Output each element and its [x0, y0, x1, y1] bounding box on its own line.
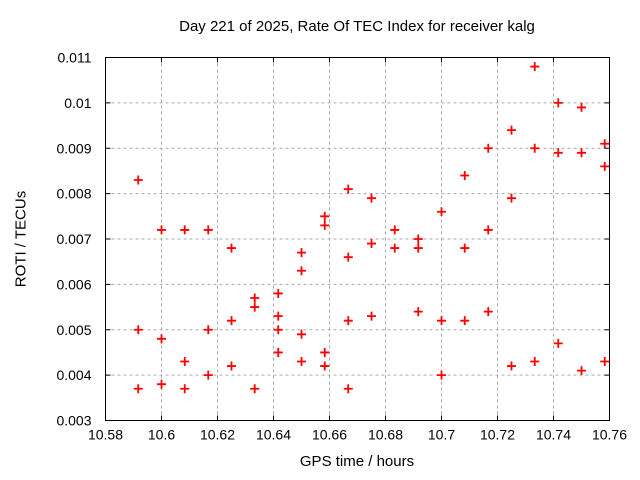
data-point-marker [530, 357, 540, 367]
data-point-marker [600, 357, 610, 367]
y-tick-label: 0.007 [56, 231, 91, 247]
data-point-marker [227, 243, 236, 253]
data-point-marker [180, 384, 190, 394]
data-point-marker [577, 148, 586, 158]
data-point-marker [577, 366, 586, 376]
data-point-marker [343, 384, 353, 394]
y-tick-label: 0.003 [56, 413, 91, 429]
data-point-marker [297, 357, 306, 367]
data-point-marker [297, 248, 306, 258]
data-point-marker [507, 361, 516, 371]
data-point-marker [320, 220, 330, 230]
data-point-marker [553, 148, 563, 158]
data-point-marker [180, 225, 190, 235]
data-point-marker [157, 334, 166, 344]
data-point-marker [133, 325, 143, 335]
y-axis-label: ROTI / TECUs [12, 190, 30, 288]
data-point-marker [483, 307, 493, 317]
y-tick-label: 0.009 [56, 140, 91, 156]
data-point-marker [273, 311, 283, 321]
data-point-marker [133, 384, 143, 394]
data-point-marker [507, 125, 516, 135]
data-point-marker [413, 307, 423, 317]
data-point-marker [600, 139, 610, 149]
x-tick-label: 10.64 [256, 427, 291, 443]
data-point-marker [530, 62, 540, 72]
data-point-marker [180, 357, 190, 367]
data-point-marker [320, 361, 330, 371]
data-point-marker [297, 266, 306, 276]
data-point-marker [413, 234, 423, 244]
x-tick-label: 10.58 [88, 427, 123, 443]
x-tick-label: 10.62 [200, 427, 235, 443]
x-tick-label: 10.68 [368, 427, 403, 443]
data-point-marker [227, 361, 236, 371]
data-point-marker [437, 370, 446, 380]
data-point-marker [250, 302, 260, 312]
data-point-marker [507, 193, 516, 203]
data-point-marker [320, 211, 330, 221]
data-point-marker [297, 329, 306, 339]
y-tick-label: 0.004 [56, 367, 91, 383]
data-point-marker [367, 193, 376, 203]
x-tick-label: 10.72 [480, 427, 515, 443]
data-point-marker [273, 325, 283, 335]
data-point-marker [483, 225, 493, 235]
data-point-marker [273, 347, 283, 357]
data-point-marker [553, 98, 563, 108]
data-point-marker [203, 325, 213, 335]
data-point-marker [203, 225, 213, 235]
x-tick-label: 10.66 [312, 427, 347, 443]
data-point-marker [227, 316, 236, 326]
data-point-marker [437, 316, 446, 326]
data-point-marker [250, 384, 260, 394]
data-point-marker [437, 207, 446, 217]
data-point-marker [600, 161, 610, 171]
x-tick-label: 10.76 [592, 427, 627, 443]
data-point-marker [460, 243, 470, 253]
y-tick-label: 0.011 [58, 50, 92, 66]
data-point-marker [553, 338, 563, 348]
y-tick-label: 0.005 [56, 322, 91, 338]
x-axis-label: GPS time / hours [299, 453, 415, 470]
data-point-marker [133, 175, 143, 185]
chart-title: Day 221 of 2025, Rate Of TEC Index for r… [179, 18, 535, 35]
data-point-marker [367, 239, 376, 249]
data-point-marker [460, 316, 470, 326]
y-tick-label: 0.008 [56, 186, 91, 202]
data-point-marker [343, 184, 353, 194]
data-point-marker [483, 143, 493, 153]
data-point-marker [250, 293, 260, 303]
data-point-marker [577, 102, 586, 112]
data-point-marker [390, 243, 400, 253]
data-point-marker [273, 288, 283, 298]
data-point-marker [530, 143, 540, 153]
data-point-marker [390, 225, 400, 235]
data-point-marker [413, 243, 423, 253]
data-point-marker [157, 225, 166, 235]
data-point-marker [460, 170, 470, 180]
x-tick-label: 10.6 [148, 427, 175, 443]
data-point-marker [367, 311, 376, 321]
data-point-marker [203, 370, 213, 380]
data-point-marker [157, 379, 166, 389]
y-tick-label: 0.006 [56, 276, 91, 292]
data-point-marker [320, 347, 330, 357]
y-tick-label: 0.01 [64, 95, 91, 111]
data-point-marker [343, 316, 353, 326]
data-point-marker [343, 252, 353, 262]
x-tick-label: 10.74 [536, 427, 571, 443]
x-tick-label: 10.7 [428, 427, 455, 443]
